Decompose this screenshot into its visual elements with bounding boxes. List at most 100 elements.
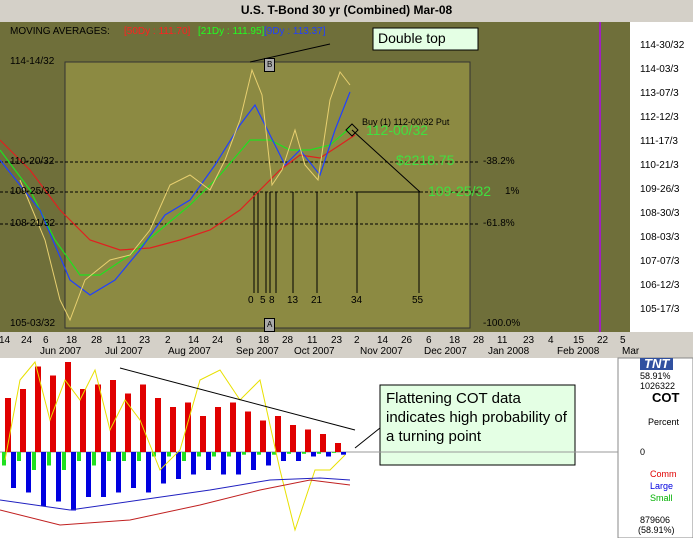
title-bar xyxy=(0,0,693,22)
date-axis-panel xyxy=(0,332,693,358)
fib-level-label: 1% xyxy=(505,186,520,197)
callout-text: Double top xyxy=(378,30,446,46)
marker-a: A xyxy=(264,318,276,332)
date-day: 22 xyxy=(597,335,609,346)
cot-bar xyxy=(137,452,141,461)
cot-bar xyxy=(95,384,101,452)
cot-bar xyxy=(110,380,116,452)
window-title: U.S. T-Bond 30 yr (Combined) Mar-08 xyxy=(240,3,453,17)
date-day: 23 xyxy=(331,335,343,346)
fib-level-label: -61.8% xyxy=(483,218,515,229)
cot-bar xyxy=(191,452,196,475)
date-day: 6 xyxy=(236,335,242,346)
cot-bar xyxy=(20,389,26,452)
target-label: 109-25/32 xyxy=(428,183,492,199)
cot-legend: Small xyxy=(650,493,673,503)
cot-bar xyxy=(80,389,86,452)
cot-bar xyxy=(260,420,266,452)
date-month: Jul 2007 xyxy=(105,346,143,357)
cot-top-pct: 58.91% xyxy=(640,371,671,381)
date-day: 24 xyxy=(212,335,224,346)
cot-bar xyxy=(146,452,151,493)
date-day: 14 xyxy=(377,335,389,346)
cot-bar xyxy=(2,452,6,466)
cot-bar xyxy=(26,452,31,493)
date-month: Mar xyxy=(622,346,640,357)
date-day: 4 xyxy=(548,335,554,346)
fib-count: 13 xyxy=(287,295,299,306)
date-day: 11 xyxy=(116,335,127,346)
cot-bar xyxy=(65,362,71,452)
cot-zero: 0 xyxy=(640,447,646,457)
cot-bar xyxy=(170,407,176,452)
fib-level-label: -100.0% xyxy=(483,318,521,329)
date-day: 23 xyxy=(523,335,535,346)
date-day: 24 xyxy=(21,335,33,346)
cot-bar xyxy=(251,452,256,470)
target-lines xyxy=(351,129,422,193)
cot-bar xyxy=(17,452,21,461)
cot-bar xyxy=(50,375,56,452)
cot-bar xyxy=(35,366,41,452)
cot-bar xyxy=(326,452,331,457)
price-candles xyxy=(19,68,351,322)
date-day: 11 xyxy=(497,335,508,346)
cot-legend: Large xyxy=(650,481,674,491)
cot-bar xyxy=(47,452,51,466)
cot-bar xyxy=(185,402,191,452)
cot-bar xyxy=(167,452,171,457)
cot-bar xyxy=(86,452,91,497)
cot-bar xyxy=(221,452,226,475)
cot-bar xyxy=(32,452,36,470)
ma-value: [21Dy : 111.95] xyxy=(198,26,265,37)
date-month: Aug 2007 xyxy=(168,346,211,357)
cot-bar xyxy=(101,452,106,497)
price-axis-label: 105-17/3 xyxy=(640,304,680,315)
cot-bar xyxy=(290,425,296,452)
cot-bar xyxy=(107,452,111,461)
strike-label: 112-00/32 xyxy=(366,122,429,138)
level-label: 105-03/32 xyxy=(10,318,56,329)
cot-bar xyxy=(41,452,46,506)
entry-marker xyxy=(345,123,359,137)
cot-bar xyxy=(335,443,341,452)
cot-bar xyxy=(236,452,241,475)
price-axis-panel xyxy=(630,22,693,332)
cot-bar xyxy=(215,407,221,452)
price-axis-label: 110-21/3 xyxy=(640,160,679,171)
fib-count: 5 xyxy=(260,295,266,306)
cot-bar xyxy=(176,452,181,479)
cot-bar xyxy=(281,452,286,461)
cot-bar xyxy=(200,416,206,452)
cot-bar xyxy=(155,398,161,452)
cot-bar xyxy=(341,452,346,455)
cot-bar xyxy=(275,416,281,452)
date-day: 15 xyxy=(573,335,585,346)
date-month: Sep 2007 xyxy=(236,346,279,357)
date-day: 14 xyxy=(0,335,11,346)
cot-bar xyxy=(206,452,211,470)
cot-open-interest xyxy=(4,360,346,532)
cot-bar xyxy=(161,452,166,484)
callout-box xyxy=(372,27,479,51)
cot-bar xyxy=(92,452,96,466)
fib-count: 21 xyxy=(311,295,323,306)
callout-text: Flattening COT data indicates high proba… xyxy=(386,390,567,445)
logo: TNT xyxy=(640,357,674,370)
cot-bar xyxy=(332,452,336,453)
cot-bar xyxy=(212,452,216,457)
cot-bar xyxy=(11,452,16,488)
cot-bar xyxy=(227,452,231,457)
cot-bar xyxy=(62,452,66,470)
cot-bar xyxy=(266,452,271,466)
date-day: 2 xyxy=(354,335,360,346)
price-axis-label: 109-26/3 xyxy=(640,184,680,195)
trade-note: Buy (1) 112-00/32 Put xyxy=(362,117,450,127)
cot-bar xyxy=(245,411,251,452)
cot-bar xyxy=(71,452,76,511)
cot-top-val: 1026322 xyxy=(640,381,676,391)
cot-bar xyxy=(77,452,81,461)
cot-label: COT xyxy=(652,390,680,405)
